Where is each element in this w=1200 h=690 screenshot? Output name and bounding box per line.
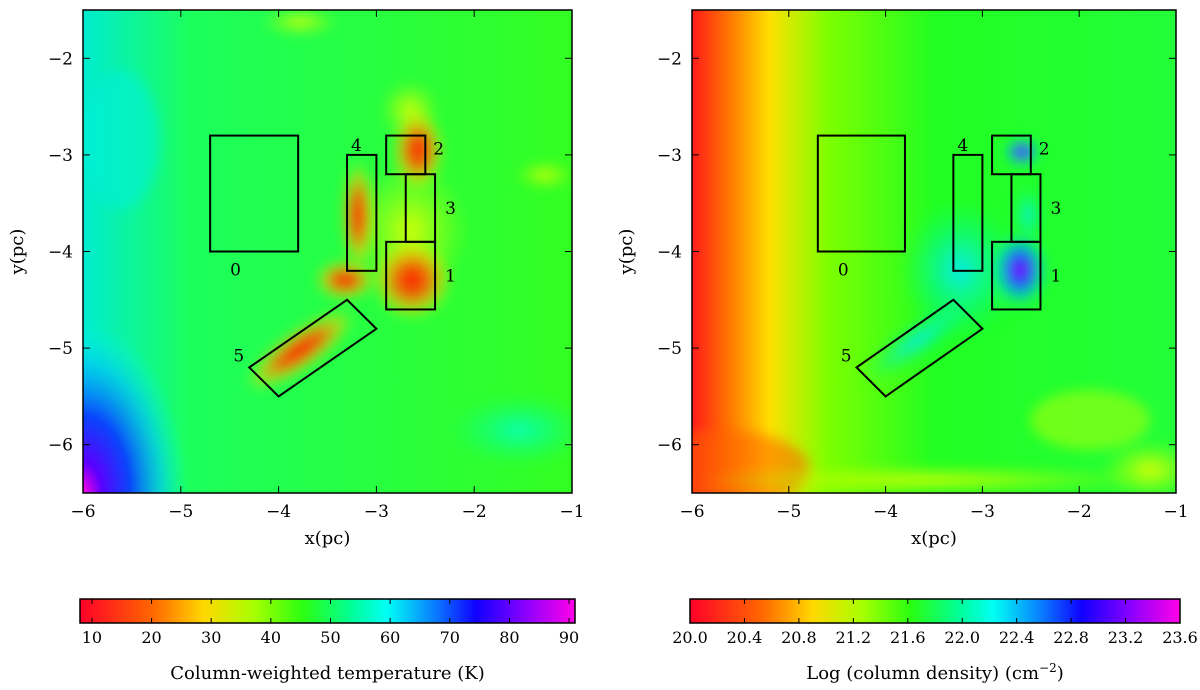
right-colorbar-tick-label: 22.8 [1053, 628, 1089, 647]
left-y-axis-label: y(pc) [7, 229, 28, 276]
left-region-4 [346, 153, 378, 272]
left-colorbar-tick-label: 40 [261, 628, 281, 647]
left-region-3 [404, 173, 437, 243]
left-region-label-2: 2 [433, 140, 444, 160]
left-x-axis-label: x(pc) [305, 528, 351, 549]
right-xtick-label: −6 [679, 502, 704, 522]
left-colorbar-tick-label: 60 [380, 628, 400, 647]
right-xtick-label: −1 [1163, 502, 1188, 522]
left-colorbar-label: Column-weighted temperature (K) [170, 663, 485, 684]
right-colorbar-tick-label: 22.0 [944, 628, 980, 647]
right-colorbar-tick-label: 22.4 [999, 628, 1035, 647]
right-colorbar-tick-label: 21.2 [836, 628, 872, 647]
right-colorbar-tick-label: 20.8 [781, 628, 817, 647]
left-xtick-label: −3 [364, 502, 389, 522]
left-ytick-label: −5 [48, 339, 73, 359]
left-region-label-4: 4 [351, 136, 362, 156]
left-xtick-label: −2 [462, 502, 487, 522]
left-region-label-1: 1 [445, 267, 456, 287]
right-region-label-5: 5 [841, 346, 852, 366]
left-xtick-label: −6 [70, 502, 95, 522]
right-region-label-2: 2 [1039, 140, 1050, 160]
right-region-label-0: 0 [838, 261, 849, 281]
left-colorbar-tick-label: 70 [440, 628, 460, 647]
right-xtick-label: −4 [873, 502, 898, 522]
right-colorbar [689, 598, 1181, 624]
left-region-0 [209, 134, 300, 253]
left-xtick-label: −4 [266, 502, 291, 522]
right-y-axis-label: y(pc) [616, 229, 637, 276]
left-xtick-label: −5 [168, 502, 193, 522]
temperature-map [83, 10, 572, 493]
left-xtick-label: −1 [559, 502, 584, 522]
right-xtick-label: −2 [1067, 502, 1092, 522]
right-region-5 [855, 298, 984, 398]
left-colorbar [79, 598, 576, 624]
column-density-map [692, 10, 1176, 493]
right-x-axis-label: x(pc) [911, 528, 957, 549]
right-colorbar-tick-label: 23.2 [1108, 628, 1144, 647]
left-colorbar-tick-label: 20 [141, 628, 161, 647]
right-region-0 [816, 134, 906, 253]
left-colorbar-tick-label: 30 [201, 628, 221, 647]
left-colorbar-tick-label: 80 [499, 628, 519, 647]
right-ytick-label: −3 [657, 146, 682, 166]
right-xtick-label: −3 [970, 502, 995, 522]
left-colorbar-tick-label: 10 [82, 628, 102, 647]
left-ytick-label: −2 [48, 49, 73, 69]
left-colorbar-tick-label: 50 [320, 628, 340, 647]
right-region-3 [1010, 173, 1042, 243]
right-xtick-label: −5 [776, 502, 801, 522]
right-ytick-label: −4 [657, 243, 682, 263]
right-region-4 [952, 153, 984, 272]
right-ytick-label: −6 [657, 436, 682, 456]
right-ytick-label: −2 [657, 49, 682, 69]
right-region-label-4: 4 [957, 136, 968, 156]
right-region-label-3: 3 [1050, 199, 1061, 219]
right-ytick-label: −5 [657, 339, 682, 359]
right-colorbar-tick-label: 23.6 [1162, 628, 1198, 647]
right-colorbar-tick-label: 21.6 [890, 628, 926, 647]
left-colorbar-tick-label: 90 [559, 628, 579, 647]
right-colorbar-tick-label: 20.0 [672, 628, 708, 647]
left-region-label-0: 0 [230, 261, 241, 281]
left-ytick-label: −3 [48, 146, 73, 166]
right-colorbar-label: Log (column density) (cm−2) [806, 661, 1064, 684]
right-colorbar-tick-label: 20.4 [727, 628, 763, 647]
left-region-5 [247, 298, 378, 398]
left-region-label-5: 5 [233, 346, 244, 366]
right-region-label-1: 1 [1050, 267, 1061, 287]
left-ytick-label: −4 [48, 243, 73, 263]
left-region-label-3: 3 [445, 199, 456, 219]
left-ytick-label: −6 [48, 436, 73, 456]
